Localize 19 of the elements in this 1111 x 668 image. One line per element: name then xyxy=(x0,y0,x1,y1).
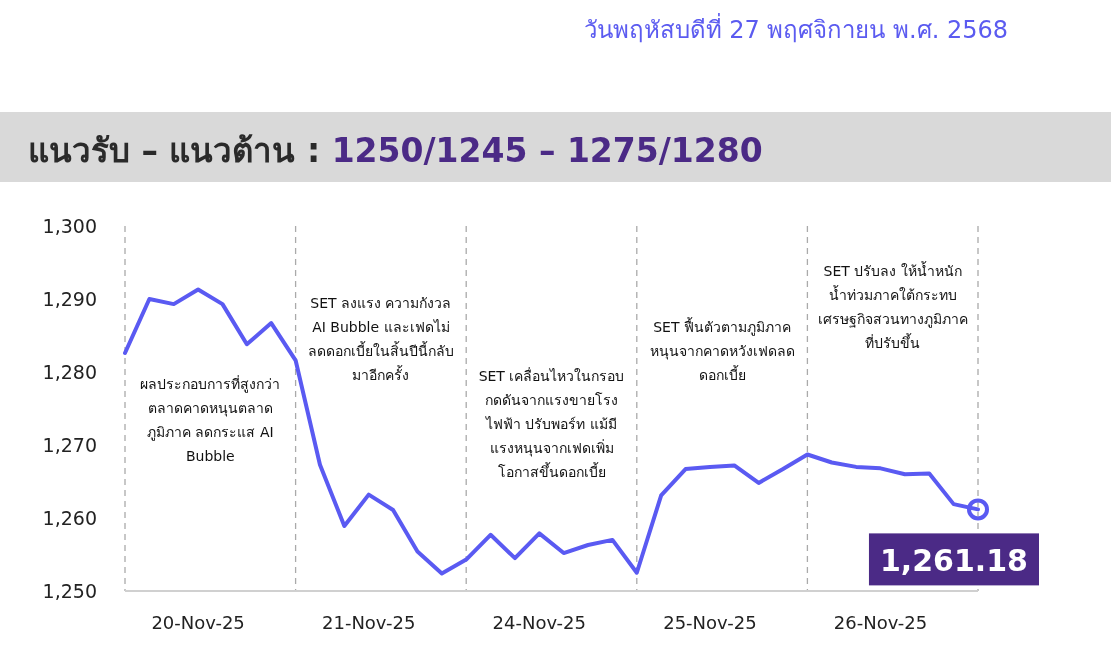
x-tick-label: 21-Nov-25 xyxy=(321,612,416,633)
annotation: ผลประกอบการที่สูงกว่าตลาดคาดหนุนตลาดภูมิภาค ลดกระแส AI Bubble xyxy=(139,374,282,466)
data-label: 1,261.18 xyxy=(879,543,1028,579)
chart-title: แนวรับ – แนวต้าน : 1250/1245 – 1275/1280 xyxy=(28,131,763,170)
x-tick-label: 20-Nov-25 xyxy=(151,612,245,633)
annotation: SET ฟื้นตัวตามภูมิภาค หนุนจากคาดหวังเฟดลดดอกเบี้ย xyxy=(648,316,796,385)
x-tick-label: 26-Nov-25 xyxy=(833,612,928,633)
y-tick-label: 1,290 xyxy=(42,288,97,310)
chart-subtitle: วันพฤหัสบดีที่ 27 พฤศจิกายน พ.ศ. 2568 xyxy=(583,13,1008,44)
annotation: SET ปรับลง ให้น้ำหนักน้ำท่วมภาคใต้กระทบเศรษฐกิจสวนทางภูมิภาคที่ปรับขึ้น xyxy=(817,260,968,354)
y-tick-label: 1,280 xyxy=(42,361,97,383)
annotation: SET เคลื่อนไหวในกรอบ กดดันจากแรงขายโรงไฟฟ้า ปรับพอร์ท แม้มีแรงหนุนจากเฟดเพิ่มโอกาสขึ้นดอกเบี้ย xyxy=(477,366,626,483)
y-tick-label: 1,260 xyxy=(42,507,97,529)
x-tick-label: 25-Nov-25 xyxy=(663,612,757,633)
annotation: SET ลงแรง ความกังวล AI Bubble และเฟดไม่ลดดอกเบี้ยในสิ้นปีนี้กลับมาอีกครั้ง xyxy=(306,294,455,386)
x-tick-label: 24-Nov-25 xyxy=(492,612,587,633)
y-tick-label: 1,270 xyxy=(42,434,97,456)
y-tick-label: 1,250 xyxy=(42,580,97,602)
y-tick-label: 1,300 xyxy=(42,215,97,237)
